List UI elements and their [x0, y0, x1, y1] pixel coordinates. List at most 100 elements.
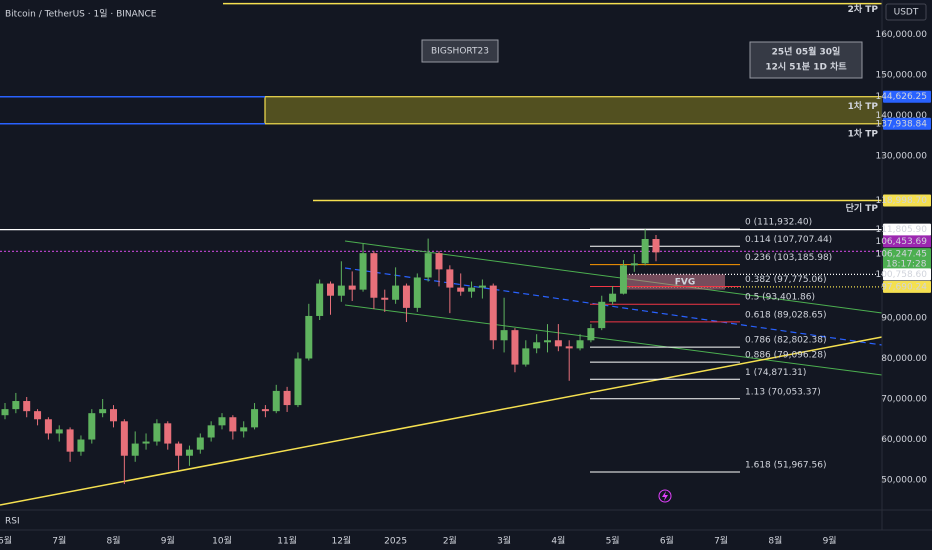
candle-body	[500, 330, 508, 341]
candle-body	[110, 409, 117, 422]
candle-body	[272, 390, 280, 412]
x-tick-label: 3월	[497, 535, 511, 547]
target-label: 2차 TP	[848, 3, 879, 15]
candle-body	[533, 342, 541, 349]
x-tick-label: 10월	[212, 535, 232, 547]
candle-body	[251, 409, 259, 428]
candle-body	[457, 287, 465, 292]
timestamp-box	[749, 41, 863, 79]
channel-line	[344, 240, 883, 314]
candle-body	[294, 358, 302, 406]
x-tick-label: 6월	[0, 535, 12, 547]
candle-body	[424, 253, 432, 278]
alert-icon	[658, 489, 672, 503]
candle-body	[554, 340, 562, 347]
candle-body	[120, 421, 128, 456]
candle-body	[23, 401, 31, 412]
candle-body	[359, 253, 367, 290]
candle-body	[489, 285, 497, 341]
target-label: 단기 TP	[846, 202, 879, 214]
candle-body	[142, 441, 150, 444]
candle-body	[402, 285, 410, 308]
x-tick-label: 2월	[443, 535, 457, 547]
price-tag-label: 111,805.90	[875, 225, 927, 235]
candle-body	[153, 423, 161, 442]
candle-body	[164, 423, 172, 444]
fib-label: 1 (74,871.31)	[745, 368, 806, 378]
candle-body	[522, 348, 530, 365]
candle-body	[185, 449, 193, 456]
price-tag	[883, 90, 931, 103]
candle-body	[207, 425, 215, 438]
candle-body	[413, 277, 421, 308]
candle-body	[218, 417, 226, 426]
y-tick-label: 140,000.00	[875, 111, 927, 121]
candle-body	[34, 411, 42, 420]
candle-body	[44, 419, 52, 434]
candle-body	[55, 429, 63, 434]
fvg-zone	[620, 274, 725, 290]
fib-label: 0.886 (79,096.28)	[745, 351, 826, 361]
candle-body	[381, 297, 389, 300]
candle-body	[587, 328, 595, 341]
x-tick-label: 6월	[660, 535, 674, 547]
x-tick-label: 9월	[823, 535, 837, 547]
alert-icon	[662, 491, 668, 501]
price-tag-label: 118,998.70	[875, 196, 927, 206]
candle-body	[229, 417, 237, 432]
candle-body	[392, 285, 400, 300]
target-label: 1차 TP	[848, 127, 879, 139]
target-label: 1차 TP	[848, 100, 879, 112]
x-tick-label: 8월	[106, 535, 120, 547]
candle-body	[348, 285, 356, 290]
candle-body	[619, 265, 627, 294]
price-tag	[883, 117, 931, 130]
fib-label: 0.236 (103,185.98)	[745, 253, 832, 263]
candle-body	[337, 285, 345, 296]
watermark: BIGSHORT23	[431, 47, 489, 57]
fib-label: 0.114 (107,707.44)	[745, 235, 832, 245]
target-zone	[264, 96, 883, 125]
y-tick-label: 80,000.00	[881, 354, 927, 364]
fib-label: 0.786 (82,802.38)	[745, 336, 826, 346]
candle-body	[478, 285, 486, 288]
fib-label: 0 (111,932.40)	[745, 218, 812, 228]
fib-label: 1.13 (70,053.37)	[745, 387, 821, 397]
price-tag-label: 106,453.69	[875, 237, 927, 247]
trend-line	[0, 336, 883, 506]
candle-body	[316, 283, 324, 316]
price-tag	[883, 280, 931, 293]
candle-body	[652, 238, 660, 253]
y-tick-label: 150,000.00	[875, 70, 927, 80]
fib-label: 0.5 (93,401.86)	[745, 293, 815, 303]
chart-title: Bitcoin / TetherUS · 1일 · BINANCE	[5, 9, 157, 20]
timestamp: 25년 05월 30일	[772, 46, 841, 58]
trend-line	[344, 267, 883, 346]
fib-label: 0.618 (89,028.65)	[745, 310, 826, 320]
candle-body	[240, 427, 248, 432]
candle-body	[544, 340, 551, 343]
candle-body	[435, 253, 443, 270]
candle-body	[468, 287, 476, 292]
price-tag	[883, 248, 931, 271]
currency: USDT	[894, 8, 919, 18]
candle-body	[175, 443, 183, 456]
fvg-label: FVG	[675, 278, 696, 288]
y-tick-label: 70,000.00	[881, 395, 927, 405]
candle-body	[511, 330, 519, 365]
price-tag-label: 97,690.24	[881, 282, 927, 292]
candle-body	[446, 269, 454, 288]
x-tick-label: 9월	[161, 535, 175, 547]
fib-label: 0.382 (97,775.06)	[745, 275, 826, 285]
fib-label: 1.618 (51,967.56)	[745, 461, 826, 471]
candle-body	[261, 409, 269, 412]
y-tick-label: 50,000.00	[881, 476, 927, 486]
y-tick-label: 160,000.00	[875, 30, 927, 40]
watermark-box	[421, 39, 499, 63]
y-tick-label: 90,000.00	[881, 313, 927, 323]
candle-body	[370, 253, 378, 298]
x-tick-label: 2025	[384, 537, 407, 547]
y-tick-label: 60,000.00	[881, 435, 927, 445]
price-tag	[883, 235, 931, 248]
